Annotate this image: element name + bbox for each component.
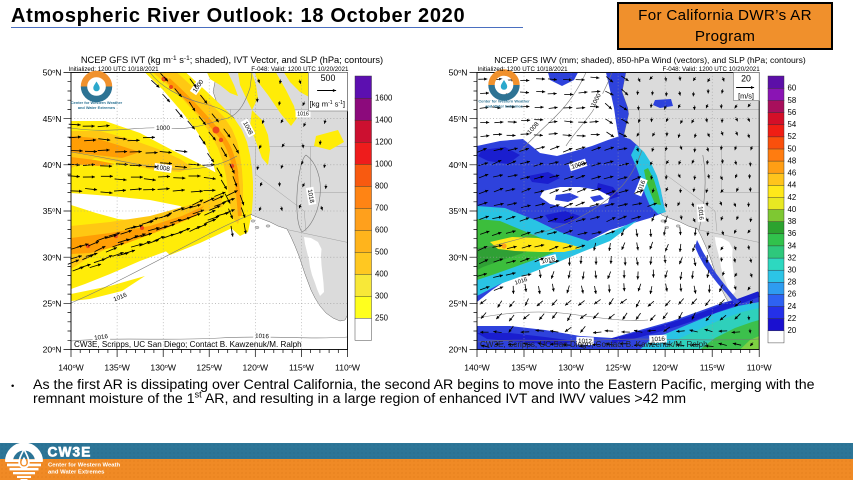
svg-text:22: 22	[788, 314, 797, 323]
svg-text:46: 46	[788, 169, 797, 178]
svg-text:50: 50	[788, 144, 797, 153]
svg-text:1016: 1016	[696, 206, 704, 221]
svg-text:1200: 1200	[375, 138, 393, 147]
svg-text:40oN: 40oN	[449, 160, 468, 170]
svg-text:40oN: 40oN	[43, 160, 62, 170]
svg-text:1016: 1016	[255, 333, 270, 341]
svg-text:1012: 1012	[578, 338, 593, 345]
svg-text:400: 400	[375, 270, 389, 279]
svg-text:1016: 1016	[651, 336, 666, 344]
svg-text:1016: 1016	[94, 333, 109, 342]
svg-text:1018: 1018	[306, 189, 315, 204]
svg-text:42: 42	[788, 193, 797, 202]
svg-text:35oN: 35oN	[449, 206, 468, 216]
svg-text:NCEP GFS IWV (mm; shaded), 850: NCEP GFS IWV (mm; shaded), 850-hPa Wind …	[494, 55, 806, 65]
svg-text:25oN: 25oN	[449, 298, 468, 308]
svg-text:130oW: 130oW	[150, 363, 176, 373]
svg-text:1016: 1016	[112, 291, 128, 303]
svg-text:38: 38	[788, 217, 797, 226]
svg-text:1016: 1016	[636, 179, 648, 195]
svg-text:25oN: 25oN	[43, 298, 62, 308]
svg-text:250: 250	[375, 314, 389, 323]
svg-text:Center for Western Weather: Center for Western Weather	[478, 99, 530, 104]
svg-text:Initialized: 1200 UTC 10/18/20: Initialized: 1200 UTC 10/18/2021	[478, 66, 569, 73]
svg-text:NCEP GFS IVT (kg m-1 s-1; shad: NCEP GFS IVT (kg m-1 s-1; shaded), IVT V…	[81, 55, 383, 65]
svg-text:30: 30	[788, 266, 797, 275]
svg-text:120oW: 120oW	[652, 363, 678, 373]
svg-text:56: 56	[788, 108, 797, 117]
svg-text:1000: 1000	[156, 125, 170, 132]
svg-text:125oW: 125oW	[196, 363, 222, 373]
svg-text:58: 58	[788, 96, 797, 105]
svg-text:135oW: 135oW	[104, 363, 130, 373]
svg-text:110oW: 110oW	[747, 363, 773, 373]
svg-text:[kg m-1 s-1]: [kg m-1 s-1]	[310, 100, 346, 109]
svg-text:[m/s]: [m/s]	[738, 92, 754, 101]
svg-text:300: 300	[375, 292, 389, 301]
svg-text:28: 28	[788, 278, 797, 287]
svg-text:45oN: 45oN	[449, 114, 468, 124]
svg-text:1016: 1016	[514, 277, 528, 287]
svg-text:32: 32	[788, 253, 797, 262]
svg-text:35oN: 35oN	[43, 206, 62, 216]
svg-text:110oW: 110oW	[335, 363, 361, 373]
svg-text:125oW: 125oW	[605, 363, 631, 373]
svg-text:120oW: 120oW	[243, 363, 269, 373]
svg-text:F-048: Valid: 1200 UTC 10/20/2: F-048: Valid: 1200 UTC 10/20/2021	[662, 66, 760, 73]
svg-text:140oW: 140oW	[58, 363, 84, 373]
svg-text:20oN: 20oN	[43, 345, 62, 355]
svg-text:115oW: 115oW	[700, 363, 726, 373]
svg-text:45oN: 45oN	[43, 114, 62, 124]
svg-text:and Water Extremes: and Water Extremes	[78, 105, 115, 110]
svg-text:1000: 1000	[375, 160, 393, 169]
svg-text:CW3E: CW3E	[48, 444, 92, 459]
svg-text:30oN: 30oN	[449, 252, 468, 262]
svg-text:20: 20	[788, 326, 797, 335]
svg-text:Initialized: 1200 UTC 10/18/20: Initialized: 1200 UTC 10/18/2021	[69, 66, 160, 73]
svg-text:52: 52	[788, 132, 797, 141]
svg-text:500: 500	[375, 248, 389, 257]
svg-text:Center for Western Weather: Center for Western Weather	[71, 100, 123, 105]
svg-text:20: 20	[741, 74, 751, 84]
svg-text:800: 800	[375, 182, 389, 191]
svg-text:600: 600	[375, 226, 389, 235]
svg-text:700: 700	[375, 204, 389, 213]
svg-text:135oW: 135oW	[511, 363, 537, 373]
svg-text:115oW: 115oW	[289, 363, 315, 373]
svg-text:54: 54	[788, 120, 797, 129]
svg-text:44: 44	[788, 181, 797, 190]
svg-text:F-048: Valid: 1200 UTC 10/20/2: F-048: Valid: 1200 UTC 10/20/2021	[251, 66, 349, 73]
svg-text:1600: 1600	[375, 94, 393, 103]
svg-text:60: 60	[788, 84, 797, 93]
svg-text:34: 34	[788, 241, 797, 250]
svg-text:and Water Extremes: and Water Extremes	[48, 469, 105, 475]
svg-text:140oW: 140oW	[464, 363, 490, 373]
svg-text:40: 40	[788, 205, 797, 214]
svg-text:1016: 1016	[297, 112, 309, 118]
svg-text:48: 48	[788, 156, 797, 165]
svg-text:26: 26	[788, 290, 797, 299]
svg-text:and Water Extremes: and Water Extremes	[485, 104, 522, 109]
svg-text:24: 24	[788, 302, 797, 311]
svg-text:500: 500	[321, 73, 336, 83]
svg-text:36: 36	[788, 229, 797, 238]
svg-text:30oN: 30oN	[43, 252, 62, 262]
svg-text:1400: 1400	[375, 116, 393, 125]
svg-text:20oN: 20oN	[449, 345, 468, 355]
svg-text:50oN: 50oN	[449, 68, 468, 78]
svg-text:Center for Western Weather: Center for Western Weather	[48, 462, 120, 468]
svg-text:CW3E, Scripps, UC San Diego; C: CW3E, Scripps, UC San Diego; Contact B. …	[74, 340, 302, 349]
svg-text:130oW: 130oW	[558, 363, 584, 373]
svg-text:CW3E, Scripps, UC San Diego; C: CW3E, Scripps, UC San Diego; Contact B. …	[480, 340, 708, 349]
svg-text:1016: 1016	[541, 255, 557, 265]
svg-text:50oN: 50oN	[43, 68, 62, 78]
